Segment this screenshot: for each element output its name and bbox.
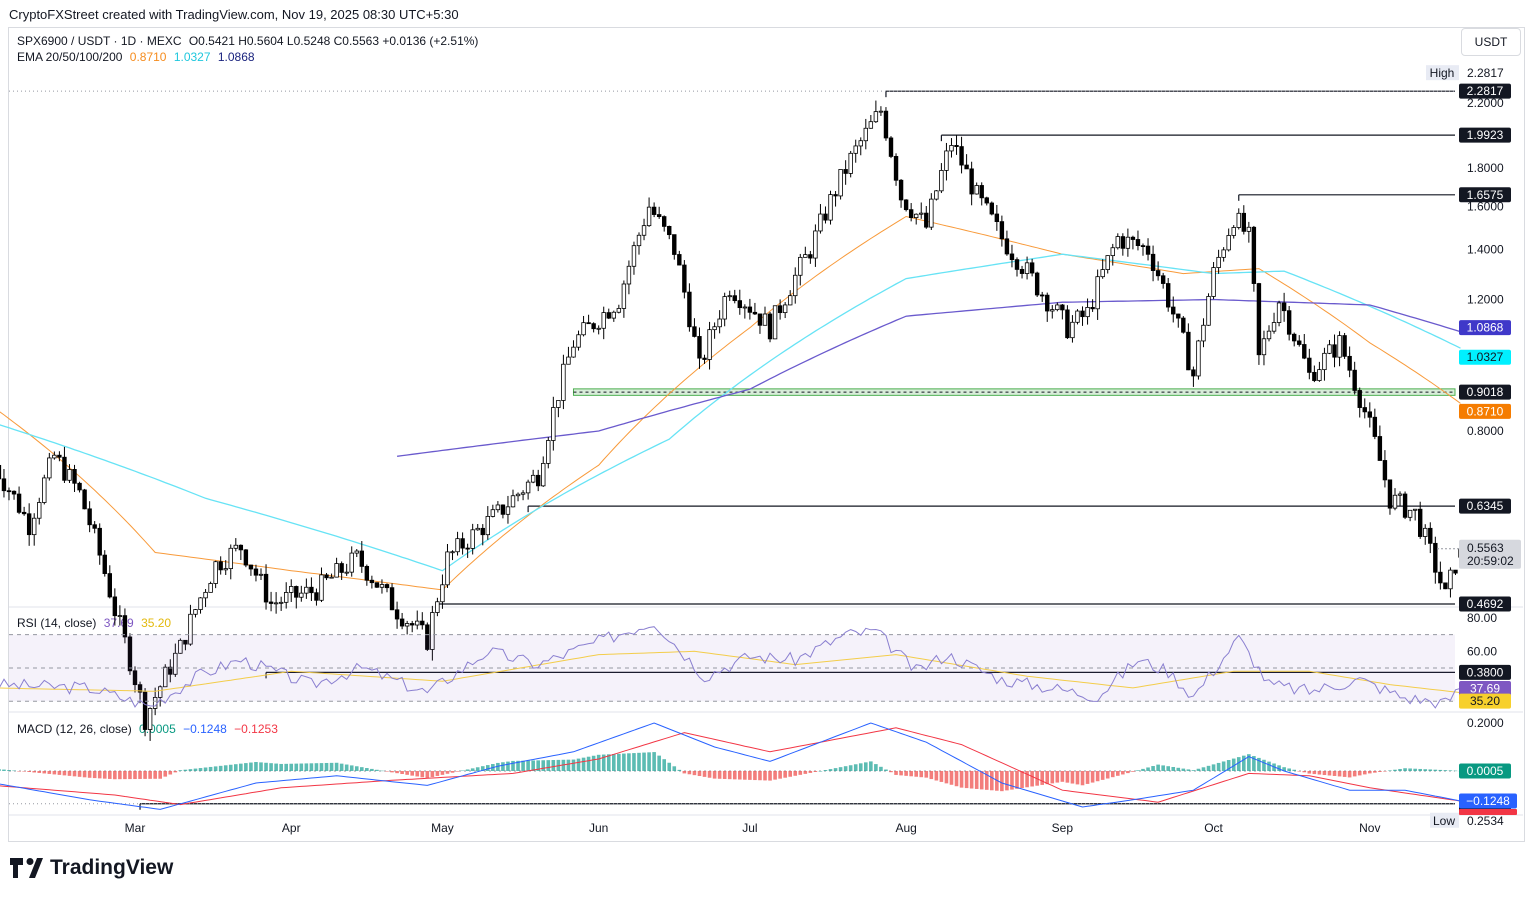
ema100-value: 1.0327 <box>173 50 211 64</box>
macd-histogram-bar <box>2 769 6 771</box>
rsi-value: 37.69 <box>103 616 134 630</box>
ema200-value: 1.0868 <box>217 50 255 64</box>
chart-attribution: CryptoFXStreet created with TradingView.… <box>9 7 459 22</box>
rsi-label[interactable]: RSI (14, close) <box>17 616 97 630</box>
macd-label[interactable]: MACD (12, 26, close) <box>17 722 132 736</box>
brand-name: TradingView <box>50 856 174 879</box>
macd-line-value: −0.1248 <box>183 722 227 736</box>
ema50-value: 0.8710 <box>129 50 167 64</box>
candle-body <box>1 478 7 492</box>
ohlc-values: O0.5421 H0.5604 L0.5248 C0.5563 +0.0136 … <box>188 34 479 48</box>
tradingview-logo[interactable]: TradingView <box>10 856 173 880</box>
macd-legend: MACD (12, 26, close) 0.0005 −0.1248 −0.1… <box>17 722 282 736</box>
macd-histogram-bar <box>0 769 1 771</box>
rsi-ma-value: 35.20 <box>141 616 172 630</box>
ema-label[interactable]: EMA 20/50/100/200 <box>17 50 123 64</box>
candle-body <box>0 464 2 480</box>
tradingview-logo-icon <box>10 858 43 878</box>
rsi-legend: RSI (14, close) 37.69 35.20 <box>17 616 175 630</box>
symbol-label[interactable]: SPX6900 / USDT · 1D · MEXC <box>17 34 182 48</box>
macd-hist-value: 0.0005 <box>139 722 176 736</box>
currency-button[interactable]: USDT <box>1461 28 1521 56</box>
symbol-legend: SPX6900 / USDT · 1D · MEXC O0.5421 H0.56… <box>17 34 482 48</box>
macd-signal-value: −0.1253 <box>234 722 278 736</box>
chart-frame <box>8 27 1525 842</box>
ema-legend: EMA 20/50/100/200 0.8710 1.0327 1.0868 <box>17 50 259 64</box>
